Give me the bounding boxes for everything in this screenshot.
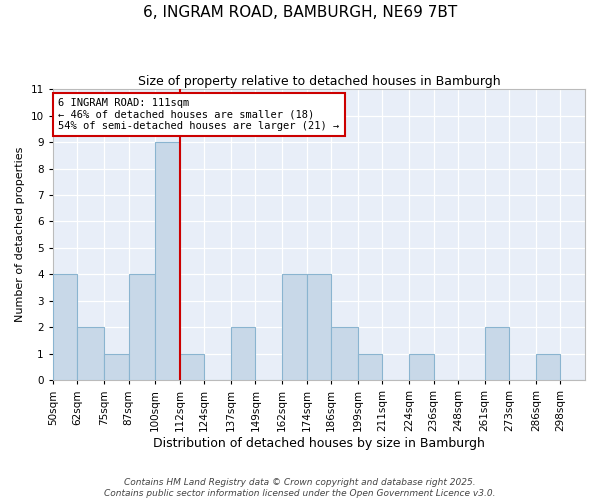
Bar	[77, 328, 104, 380]
Bar	[128, 274, 155, 380]
Bar	[282, 274, 307, 380]
X-axis label: Distribution of detached houses by size in Bamburgh: Distribution of detached houses by size …	[153, 437, 485, 450]
Text: 6, INGRAM ROAD, BAMBURGH, NE69 7BT: 6, INGRAM ROAD, BAMBURGH, NE69 7BT	[143, 5, 457, 20]
Bar	[155, 142, 180, 380]
Bar	[409, 354, 434, 380]
Bar	[180, 354, 204, 380]
Bar	[358, 354, 382, 380]
Bar	[331, 328, 358, 380]
Bar	[104, 354, 128, 380]
Text: 6 INGRAM ROAD: 111sqm
← 46% of detached houses are smaller (18)
54% of semi-deta: 6 INGRAM ROAD: 111sqm ← 46% of detached …	[58, 98, 340, 131]
Bar	[307, 274, 331, 380]
Title: Size of property relative to detached houses in Bamburgh: Size of property relative to detached ho…	[137, 75, 500, 88]
Text: Contains HM Land Registry data © Crown copyright and database right 2025.
Contai: Contains HM Land Registry data © Crown c…	[104, 478, 496, 498]
Bar	[53, 274, 77, 380]
Bar	[485, 328, 509, 380]
Bar	[536, 354, 560, 380]
Bar	[231, 328, 256, 380]
Y-axis label: Number of detached properties: Number of detached properties	[15, 147, 25, 322]
